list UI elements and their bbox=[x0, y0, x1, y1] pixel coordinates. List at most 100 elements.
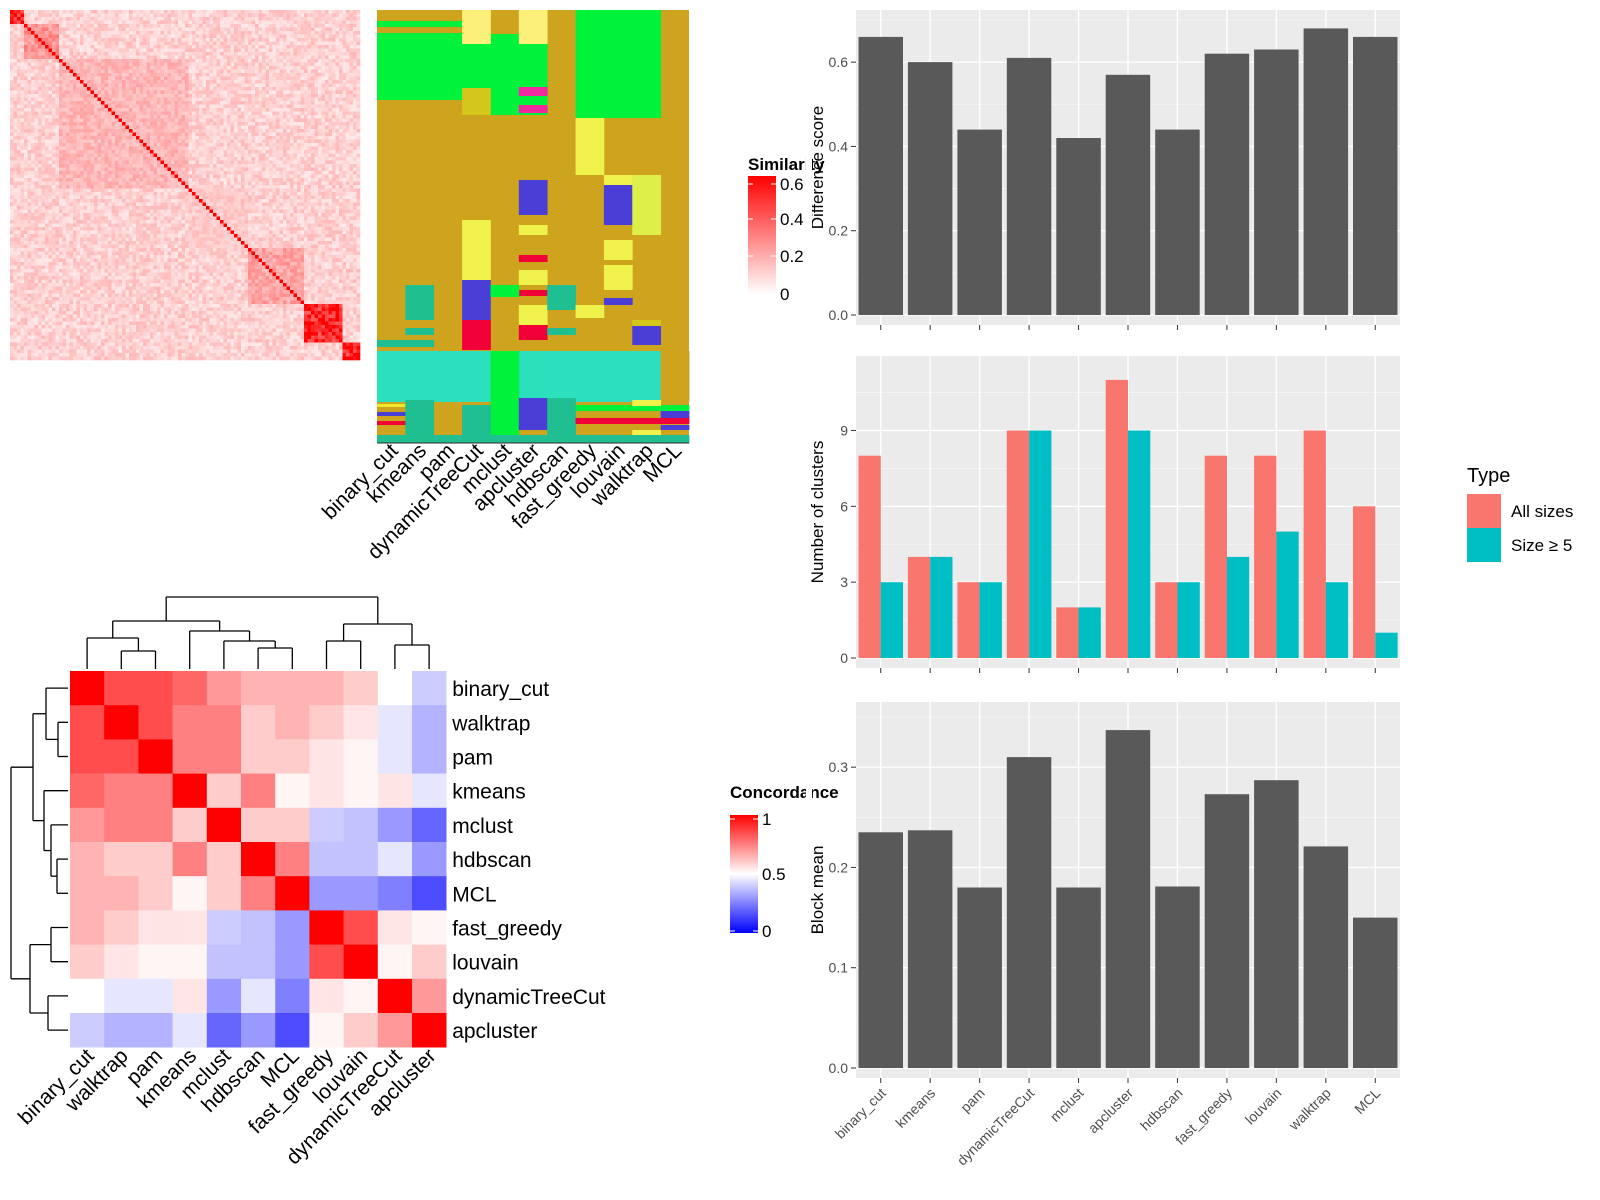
similarity-cell bbox=[311, 101, 315, 105]
similarity-cell bbox=[230, 181, 235, 186]
similarity-cell bbox=[24, 41, 28, 46]
similarity-cell bbox=[150, 27, 154, 32]
similarity-cell bbox=[171, 80, 175, 84]
similarity-cell bbox=[73, 31, 77, 35]
similarity-cell bbox=[167, 80, 172, 84]
similarity-cell bbox=[314, 118, 319, 123]
similarity-cell bbox=[17, 143, 21, 147]
similarity-cell bbox=[265, 69, 270, 74]
similarity-cell bbox=[41, 17, 46, 21]
similarity-cell bbox=[251, 118, 256, 123]
similarity-cell bbox=[269, 171, 273, 175]
similarity-cell bbox=[209, 101, 214, 105]
similarity-cell bbox=[41, 24, 46, 28]
similarity-cell bbox=[237, 73, 242, 77]
similarity-cell bbox=[356, 66, 361, 70]
similarity-cell bbox=[353, 164, 357, 168]
similarity-cell bbox=[279, 139, 284, 144]
similarity-cell bbox=[164, 66, 168, 70]
similarity-cell bbox=[304, 101, 308, 105]
similarity-cell bbox=[129, 94, 133, 98]
similarity-cell bbox=[52, 90, 56, 95]
similarity-cell bbox=[41, 55, 46, 60]
similarity-cell bbox=[83, 62, 88, 67]
similarity-cell bbox=[178, 27, 182, 32]
similarity-cell bbox=[59, 48, 63, 53]
similarity-cell bbox=[304, 27, 308, 32]
similarity-cell bbox=[202, 129, 207, 133]
similarity-cell bbox=[76, 129, 81, 133]
similarity-cell bbox=[339, 10, 343, 14]
similarity-cell bbox=[125, 104, 130, 109]
similarity-cell bbox=[139, 66, 144, 70]
similarity-cell bbox=[269, 62, 273, 67]
similarity-cell bbox=[48, 150, 53, 154]
similarity-cell bbox=[202, 55, 207, 60]
similarity-cell bbox=[143, 181, 147, 186]
similarity-cell bbox=[255, 118, 259, 123]
similarity-cell bbox=[216, 164, 221, 168]
similarity-cell bbox=[80, 111, 84, 116]
similarity-cell bbox=[20, 10, 25, 14]
similarity-cell bbox=[150, 80, 154, 84]
similarity-cell bbox=[27, 87, 32, 91]
similarity-cell bbox=[80, 164, 84, 168]
similarity-cell bbox=[101, 146, 105, 151]
similarity-cell bbox=[160, 125, 165, 130]
similarity-cell bbox=[188, 104, 193, 109]
similarity-cell bbox=[272, 41, 277, 46]
similarity-cell bbox=[157, 150, 161, 154]
similarity-cell bbox=[17, 129, 21, 133]
similarity-cell bbox=[115, 41, 119, 46]
similarity-cell bbox=[272, 13, 277, 18]
similarity-cell bbox=[314, 66, 319, 70]
similarity-cell bbox=[178, 167, 182, 172]
similarity-cell bbox=[216, 167, 221, 172]
similarity-cell bbox=[118, 73, 123, 77]
similarity-cell bbox=[24, 150, 28, 154]
similarity-cell bbox=[241, 136, 245, 140]
similarity-cell bbox=[41, 157, 46, 161]
similarity-cell bbox=[297, 181, 301, 186]
similarity-cell bbox=[307, 108, 312, 112]
similarity-cell bbox=[76, 34, 81, 39]
similarity-cell bbox=[13, 73, 18, 77]
similarity-cell bbox=[265, 125, 270, 130]
similarity-cell bbox=[290, 167, 294, 172]
similarity-cell bbox=[290, 129, 294, 133]
similarity-cell bbox=[80, 24, 84, 28]
similarity-cell bbox=[59, 24, 63, 28]
similarity-cell bbox=[213, 153, 217, 158]
similarity-cell bbox=[10, 38, 14, 42]
similarity-cell bbox=[241, 90, 245, 95]
similarity-cell bbox=[300, 55, 305, 60]
similarity-cell bbox=[101, 41, 105, 46]
similarity-cell bbox=[265, 20, 270, 25]
similarity-cell bbox=[265, 52, 270, 56]
similarity-cell bbox=[283, 115, 287, 119]
similarity-cell bbox=[174, 150, 179, 154]
similarity-cell bbox=[318, 101, 322, 105]
similarity-cell bbox=[129, 90, 133, 95]
similarity-cell bbox=[62, 97, 67, 102]
similarity-cell bbox=[293, 87, 298, 91]
similarity-cell bbox=[66, 55, 70, 60]
similarity-cell bbox=[153, 143, 158, 147]
similarity-cell bbox=[157, 10, 161, 14]
similarity-cell bbox=[265, 129, 270, 133]
similarity-cell bbox=[209, 45, 214, 49]
similarity-cell bbox=[353, 115, 357, 119]
similarity-cell bbox=[314, 83, 319, 88]
similarity-cell bbox=[353, 31, 357, 35]
similarity-cell bbox=[59, 80, 63, 84]
similarity-cell bbox=[20, 83, 25, 88]
similarity-cell bbox=[276, 59, 280, 63]
similarity-cell bbox=[146, 52, 151, 56]
similarity-cell bbox=[272, 94, 277, 98]
similarity-cell bbox=[125, 132, 130, 137]
similarity-cell bbox=[349, 143, 354, 147]
similarity-cell bbox=[185, 66, 189, 70]
similarity-cell bbox=[342, 94, 347, 98]
similarity-cell bbox=[346, 24, 350, 28]
similarity-cell bbox=[269, 164, 273, 168]
